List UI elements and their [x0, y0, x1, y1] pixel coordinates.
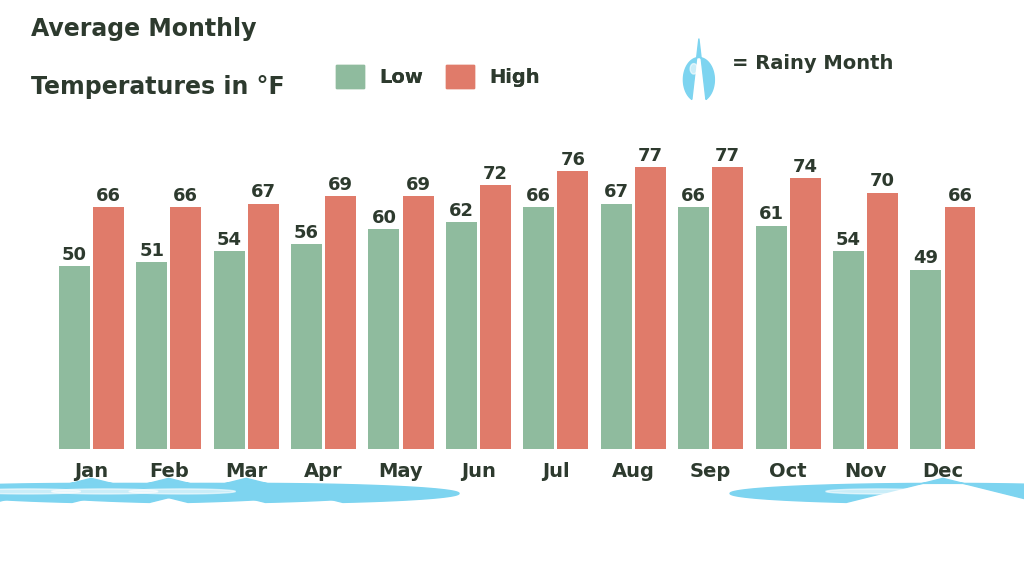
Text: Jan: Jan [74, 462, 109, 481]
Bar [402, 196, 433, 449]
Text: 74: 74 [793, 158, 817, 176]
Text: 72: 72 [483, 165, 508, 183]
Text: Aug: Aug [611, 462, 654, 481]
Bar [291, 244, 322, 449]
Polygon shape [52, 489, 158, 494]
Bar [557, 170, 589, 449]
Text: Average Monthly: Average Monthly [31, 17, 256, 41]
Polygon shape [0, 478, 382, 502]
Text: 54: 54 [836, 231, 861, 249]
Polygon shape [0, 489, 81, 494]
Text: Sep: Sep [690, 462, 731, 481]
Text: 60: 60 [372, 209, 396, 227]
Bar [58, 266, 90, 449]
Bar [93, 207, 124, 449]
Bar [523, 207, 554, 449]
Text: 76: 76 [560, 150, 586, 169]
Text: Feb: Feb [148, 462, 188, 481]
Bar [867, 193, 898, 449]
Text: 66: 66 [681, 187, 707, 205]
Text: 66: 66 [526, 187, 551, 205]
Bar [170, 207, 202, 449]
Bar [445, 222, 477, 449]
Text: Dec: Dec [923, 462, 964, 481]
Text: Mar: Mar [225, 462, 267, 481]
Legend: Low, High: Low, High [336, 66, 540, 88]
Text: Jun: Jun [461, 462, 496, 481]
Text: = Rainy Month: = Rainy Month [732, 54, 894, 73]
Text: 62: 62 [449, 202, 474, 220]
Polygon shape [730, 478, 1024, 502]
Text: May: May [379, 462, 423, 481]
Bar [369, 229, 399, 449]
Bar [678, 207, 710, 449]
Bar [790, 178, 820, 449]
Text: 69: 69 [328, 176, 353, 194]
Bar [756, 226, 786, 449]
Text: 77: 77 [638, 147, 663, 165]
Text: 61: 61 [759, 206, 783, 223]
Bar [910, 270, 941, 449]
Bar [325, 196, 356, 449]
Text: 67: 67 [604, 184, 629, 202]
Text: 54: 54 [217, 231, 242, 249]
Text: 56: 56 [294, 224, 319, 242]
Bar [833, 251, 864, 449]
Bar [136, 262, 167, 449]
Bar [944, 207, 976, 449]
Text: 77: 77 [715, 147, 740, 165]
Bar [480, 185, 511, 449]
Text: Jul: Jul [542, 462, 569, 481]
Text: 50: 50 [61, 246, 87, 264]
Text: Nov: Nov [844, 462, 887, 481]
Text: 67: 67 [251, 184, 275, 202]
Polygon shape [33, 478, 459, 502]
Polygon shape [826, 489, 932, 494]
Text: 70: 70 [870, 172, 895, 191]
Text: 66: 66 [173, 187, 199, 205]
Polygon shape [683, 39, 715, 100]
Text: Temperatures in °F: Temperatures in °F [31, 75, 285, 99]
Bar [635, 167, 666, 449]
Bar [248, 204, 279, 449]
Text: 69: 69 [406, 176, 430, 194]
Text: Oct: Oct [769, 462, 807, 481]
Bar [713, 167, 743, 449]
Bar [601, 204, 632, 449]
Text: 49: 49 [913, 249, 938, 267]
Polygon shape [690, 63, 697, 74]
Text: 51: 51 [139, 242, 164, 260]
Text: 66: 66 [947, 187, 973, 205]
Text: Apr: Apr [304, 462, 343, 481]
Polygon shape [129, 489, 236, 494]
Bar [214, 251, 245, 449]
Polygon shape [0, 478, 304, 502]
Text: 66: 66 [96, 187, 121, 205]
